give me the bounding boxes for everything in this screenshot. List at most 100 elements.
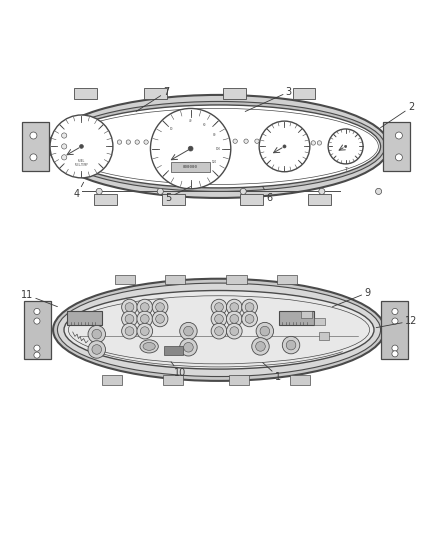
Circle shape xyxy=(242,299,258,315)
Text: 12: 12 xyxy=(376,316,417,328)
Text: 5: 5 xyxy=(166,187,191,203)
Circle shape xyxy=(34,345,40,351)
Circle shape xyxy=(126,140,131,144)
Circle shape xyxy=(255,139,259,143)
Circle shape xyxy=(215,327,223,335)
Circle shape xyxy=(396,154,403,161)
Circle shape xyxy=(80,144,83,148)
Ellipse shape xyxy=(57,105,381,188)
Circle shape xyxy=(88,341,106,358)
Circle shape xyxy=(88,326,106,343)
Circle shape xyxy=(122,311,138,327)
Circle shape xyxy=(141,327,149,335)
Text: 3: 3 xyxy=(245,87,292,111)
Circle shape xyxy=(252,338,269,355)
FancyBboxPatch shape xyxy=(24,301,51,359)
Circle shape xyxy=(245,314,254,323)
Circle shape xyxy=(345,146,346,148)
Circle shape xyxy=(242,311,258,327)
Circle shape xyxy=(245,303,254,311)
Circle shape xyxy=(62,133,67,138)
Circle shape xyxy=(215,314,223,323)
Circle shape xyxy=(117,140,122,144)
Circle shape xyxy=(92,345,102,354)
Circle shape xyxy=(125,327,134,335)
Circle shape xyxy=(311,141,315,145)
Circle shape xyxy=(256,322,274,340)
FancyBboxPatch shape xyxy=(293,88,315,99)
Circle shape xyxy=(122,299,138,315)
Text: 1: 1 xyxy=(263,362,281,382)
Circle shape xyxy=(155,314,164,323)
Circle shape xyxy=(392,309,398,314)
FancyBboxPatch shape xyxy=(163,375,183,385)
Circle shape xyxy=(392,351,398,357)
Circle shape xyxy=(152,299,168,315)
Text: 100: 100 xyxy=(215,147,220,151)
Circle shape xyxy=(211,323,227,339)
Circle shape xyxy=(141,314,149,323)
Circle shape xyxy=(125,314,134,323)
Circle shape xyxy=(180,322,197,340)
Circle shape xyxy=(30,132,37,139)
Circle shape xyxy=(230,303,239,311)
Text: 7: 7 xyxy=(136,87,170,111)
Circle shape xyxy=(188,146,193,151)
Text: FUEL-TEMP: FUEL-TEMP xyxy=(74,163,88,167)
Circle shape xyxy=(30,154,37,161)
Ellipse shape xyxy=(53,279,385,381)
Circle shape xyxy=(283,145,286,148)
FancyBboxPatch shape xyxy=(229,375,249,385)
Circle shape xyxy=(328,129,363,164)
FancyBboxPatch shape xyxy=(223,88,246,99)
Text: 10: 10 xyxy=(170,127,173,131)
Circle shape xyxy=(233,139,237,143)
FancyBboxPatch shape xyxy=(290,375,310,385)
Circle shape xyxy=(137,323,152,339)
FancyBboxPatch shape xyxy=(314,318,325,326)
FancyBboxPatch shape xyxy=(277,275,297,285)
FancyBboxPatch shape xyxy=(240,193,263,205)
Circle shape xyxy=(319,188,325,195)
FancyBboxPatch shape xyxy=(74,88,97,99)
FancyBboxPatch shape xyxy=(102,375,122,385)
Circle shape xyxy=(184,326,193,336)
Text: 10: 10 xyxy=(171,362,186,378)
FancyBboxPatch shape xyxy=(171,162,210,172)
Text: 6: 6 xyxy=(263,187,272,203)
Circle shape xyxy=(62,144,67,149)
FancyBboxPatch shape xyxy=(67,311,102,326)
FancyBboxPatch shape xyxy=(279,311,314,326)
Text: 80: 80 xyxy=(212,133,216,137)
FancyBboxPatch shape xyxy=(318,333,329,340)
Circle shape xyxy=(392,345,398,351)
Circle shape xyxy=(211,299,227,315)
Circle shape xyxy=(286,340,296,350)
FancyBboxPatch shape xyxy=(21,122,49,171)
Circle shape xyxy=(259,121,310,172)
Ellipse shape xyxy=(140,340,158,353)
FancyBboxPatch shape xyxy=(94,193,117,205)
FancyBboxPatch shape xyxy=(381,301,408,359)
Circle shape xyxy=(375,188,381,195)
Circle shape xyxy=(122,323,138,339)
Ellipse shape xyxy=(49,95,389,198)
Circle shape xyxy=(260,326,270,336)
Circle shape xyxy=(92,329,102,339)
FancyBboxPatch shape xyxy=(308,193,331,205)
Text: 40: 40 xyxy=(189,119,192,123)
Text: 11: 11 xyxy=(21,290,57,306)
Ellipse shape xyxy=(143,343,155,350)
FancyBboxPatch shape xyxy=(115,275,135,285)
Text: 4: 4 xyxy=(74,182,84,199)
Circle shape xyxy=(50,115,113,178)
Circle shape xyxy=(180,338,197,356)
Text: 2: 2 xyxy=(381,102,414,128)
Circle shape xyxy=(240,188,246,195)
Circle shape xyxy=(256,342,265,351)
FancyBboxPatch shape xyxy=(226,275,247,285)
Circle shape xyxy=(396,132,403,139)
Circle shape xyxy=(34,318,40,324)
Circle shape xyxy=(125,303,134,311)
Circle shape xyxy=(152,311,168,327)
